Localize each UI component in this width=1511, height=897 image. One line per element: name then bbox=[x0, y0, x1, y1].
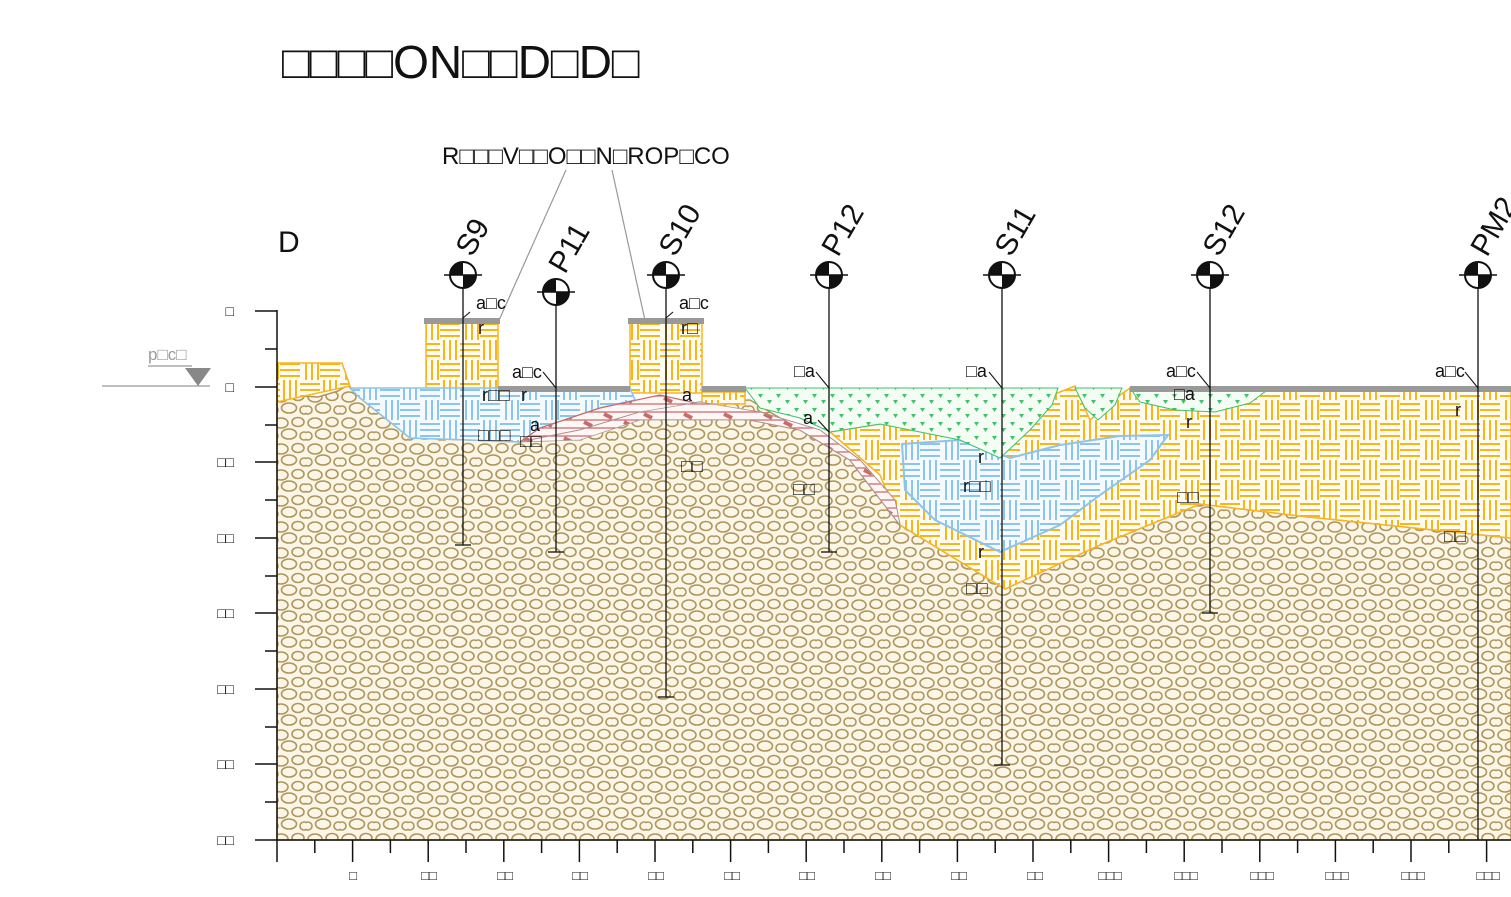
layer-label: □□ bbox=[681, 456, 703, 476]
layer-label: r□□ bbox=[482, 385, 510, 405]
y-tick-label: □ bbox=[226, 379, 235, 395]
y-tick-label: □□ bbox=[217, 454, 234, 470]
borehole-label: S11 bbox=[988, 201, 1042, 262]
layer-label: □□ bbox=[793, 479, 815, 499]
layer-label: a□c bbox=[476, 293, 506, 313]
y-tick-label: □□ bbox=[217, 530, 234, 546]
borehole-symbol-icon bbox=[537, 278, 575, 306]
layer-label: a bbox=[803, 408, 814, 428]
layer-label: □□ bbox=[966, 578, 988, 598]
borehole-label: S10 bbox=[652, 199, 707, 262]
x-tick-label: □□ bbox=[572, 868, 588, 883]
x-tick-label: □□□ bbox=[1325, 868, 1349, 883]
x-tick-label: □□□ bbox=[1476, 868, 1500, 883]
layer-topsoil-green bbox=[744, 387, 1272, 459]
x-tick-label: □ bbox=[349, 868, 357, 883]
layer-label: r bbox=[978, 542, 984, 562]
water-level-marker: p□c□ bbox=[102, 345, 211, 387]
y-tick-labels: □ □ □□ □□ □□ □□ □□ □□ bbox=[217, 303, 234, 848]
x-tick-label: □□ bbox=[951, 868, 967, 883]
layer-label: a□c bbox=[512, 362, 542, 382]
callout-leader-left bbox=[491, 169, 567, 337]
y-tick-label: □□ bbox=[217, 832, 234, 848]
x-tick-label: □□ bbox=[421, 868, 437, 883]
x-tick-label: □□ bbox=[1027, 868, 1043, 883]
layer-label: □□ bbox=[520, 431, 542, 451]
x-tick-label: □□ bbox=[799, 868, 815, 883]
layer-labels: a□c r r□□ □□□ a□c r a □□ a□c r□ a □□ □a … bbox=[476, 293, 1466, 598]
borehole-label: P12 bbox=[815, 199, 870, 262]
drawing-title: □□□□ON□□D□D□ bbox=[282, 36, 640, 88]
x-tick-label: □□ bbox=[497, 868, 513, 883]
layer-label: a bbox=[530, 415, 541, 435]
borehole-symbol-icon bbox=[647, 261, 685, 289]
x-tick-label: □□□ bbox=[1174, 868, 1198, 883]
borehole-label: S9 bbox=[449, 213, 496, 261]
x-tick-label: □□ bbox=[724, 868, 740, 883]
borehole-label: PM2 bbox=[1464, 192, 1511, 262]
y-tick-label: □□ bbox=[217, 756, 234, 772]
callout-label: R□□□V□□O□□N□ROP□CO bbox=[442, 143, 730, 170]
layer-label: a□c bbox=[1435, 361, 1465, 381]
borehole-symbol-icon bbox=[1459, 261, 1497, 289]
layer-label: □a bbox=[794, 361, 816, 381]
layer-label: □a bbox=[1174, 384, 1196, 404]
borehole-label: P11 bbox=[542, 218, 596, 279]
x-tick-label: □□ bbox=[648, 868, 664, 883]
water-level-label: p□c□ bbox=[148, 345, 187, 364]
x-tick-label: □□ bbox=[875, 868, 891, 883]
label-leaders bbox=[462, 311, 1479, 433]
layer-label: a□c bbox=[1166, 361, 1196, 381]
x-tick-label: □□□ bbox=[1098, 868, 1122, 883]
layer-label: a bbox=[682, 385, 693, 405]
borehole-symbol-icon bbox=[983, 261, 1021, 289]
borehole-label: S12 bbox=[1196, 199, 1251, 262]
layer-label: r□ bbox=[681, 318, 698, 338]
y-tick-label: □□ bbox=[217, 681, 234, 697]
layer-label: r bbox=[978, 447, 984, 467]
layer-label: □□ bbox=[1444, 526, 1466, 546]
y-tick-label: □□ bbox=[217, 605, 234, 621]
layer-label: □□□ bbox=[478, 425, 511, 445]
layer-label: r bbox=[478, 318, 484, 338]
callout-leader-right bbox=[611, 169, 649, 335]
x-tick-label: □□□ bbox=[1250, 868, 1274, 883]
layer-label: r□□ bbox=[963, 476, 991, 496]
layer-label: r bbox=[1186, 412, 1192, 432]
layer-label: a□c bbox=[679, 293, 709, 313]
y-axis bbox=[255, 310, 278, 841]
layer-label: r bbox=[521, 385, 527, 405]
layer-label: □□ bbox=[1177, 487, 1199, 507]
y-tick-label: □ bbox=[226, 303, 235, 319]
x-axis bbox=[276, 839, 1511, 862]
x-tick-label: □□□ bbox=[1401, 868, 1425, 883]
borehole-symbol-icon bbox=[810, 261, 848, 289]
layer-label: r bbox=[1455, 400, 1461, 420]
section-label: D bbox=[278, 226, 300, 259]
x-tick-labels: □ □□ □□ □□ □□ □□ □□ □□ □□ □□ □□□ □□□ □□□… bbox=[349, 868, 1500, 883]
layer-label: □a bbox=[966, 361, 988, 381]
borehole-symbol-icon bbox=[444, 261, 482, 289]
borehole-symbol-icon bbox=[1191, 261, 1229, 289]
layer-silt-red bbox=[519, 394, 901, 526]
